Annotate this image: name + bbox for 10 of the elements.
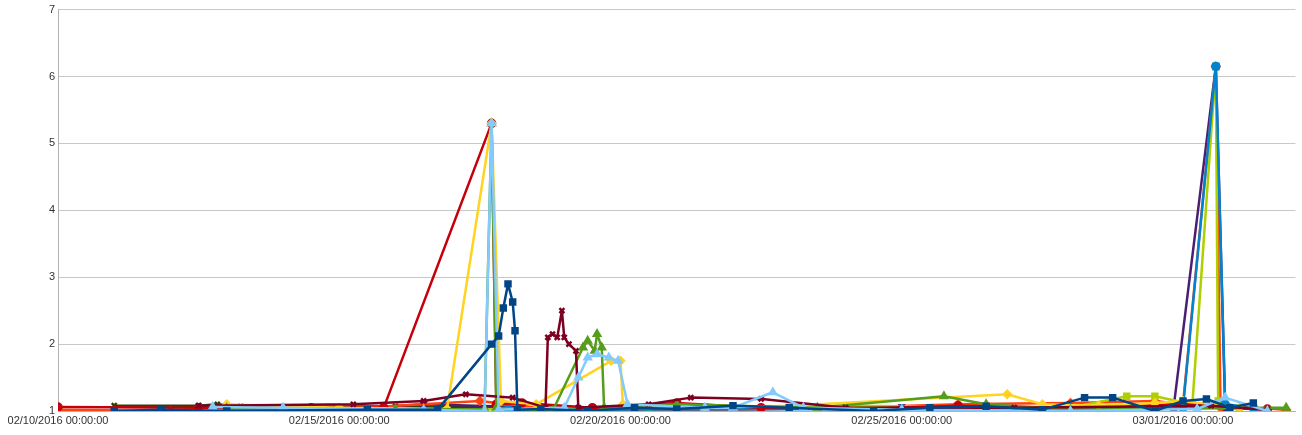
y-tick-label: 2 [48,337,55,350]
x-tick-label: 02/25/2016 00:00:00 [851,413,953,426]
y-tick-label: 3 [48,270,55,283]
x-tick-label: 02/15/2016 00:00:00 [288,413,390,426]
y-tick-label: 5 [48,136,55,149]
x-tick-label: 03/01/2016 00:00:00 [1132,413,1234,426]
y-tick-label: 7 [48,2,55,15]
y-tick-label: 6 [48,69,55,82]
y-tick-label: 4 [48,203,55,216]
x-tick-label: 02/20/2016 00:00:00 [570,413,671,426]
